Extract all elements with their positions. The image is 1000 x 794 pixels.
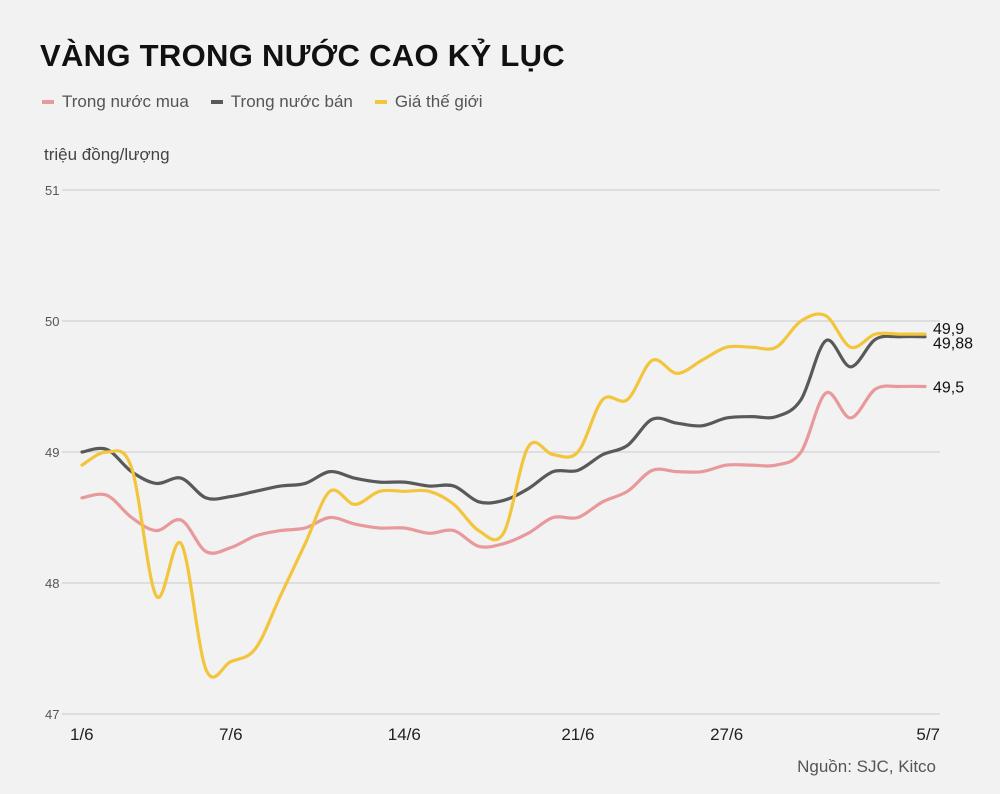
source-note: Nguồn: SJC, Kitco — [797, 757, 936, 776]
x-tick-label: 7/6 — [219, 725, 243, 744]
y-axis-unit-label: triệu đồng/lượng — [44, 145, 170, 164]
series-line-0 — [80, 384, 927, 555]
series-end-label-2: 49,9 — [933, 321, 964, 338]
x-tick-label: 1/6 — [70, 725, 94, 744]
x-tick-label: 5/7 — [916, 725, 940, 744]
y-tick-label: 48 — [45, 576, 59, 591]
legend-swatch-sell — [210, 100, 223, 104]
legend-label-buy: Trong nước mua — [62, 92, 189, 111]
x-tick-label: 21/6 — [561, 725, 594, 744]
legend-item-world: Giá thế giới — [374, 92, 483, 112]
legend-swatch-world — [374, 100, 387, 104]
legend: Trong nước mua Trong nước bán Giá thế gi… — [42, 92, 483, 112]
series-end-label-0: 49,5 — [933, 380, 964, 397]
x-tick-label: 27/6 — [710, 725, 743, 744]
x-tick-label: 14/6 — [388, 725, 421, 744]
series-line-2 — [80, 312, 927, 679]
chart-title: VÀNG TRONG NƯỚC CAO KỶ LỤC — [40, 38, 565, 73]
series-line-1 — [80, 334, 927, 505]
series-end-label-1: 49,88 — [933, 336, 973, 353]
legend-item-sell: Trong nước bán — [210, 92, 353, 112]
y-tick-label: 49 — [45, 445, 59, 460]
y-tick-label: 50 — [45, 314, 59, 329]
y-tick-label: 51 — [45, 183, 59, 198]
legend-label-sell: Trong nước bán — [230, 92, 353, 111]
legend-item-buy: Trong nước mua — [42, 92, 189, 112]
legend-label-world: Giá thế giới — [394, 92, 483, 111]
y-tick-label: 47 — [45, 707, 59, 722]
legend-swatch-buy — [42, 100, 54, 104]
